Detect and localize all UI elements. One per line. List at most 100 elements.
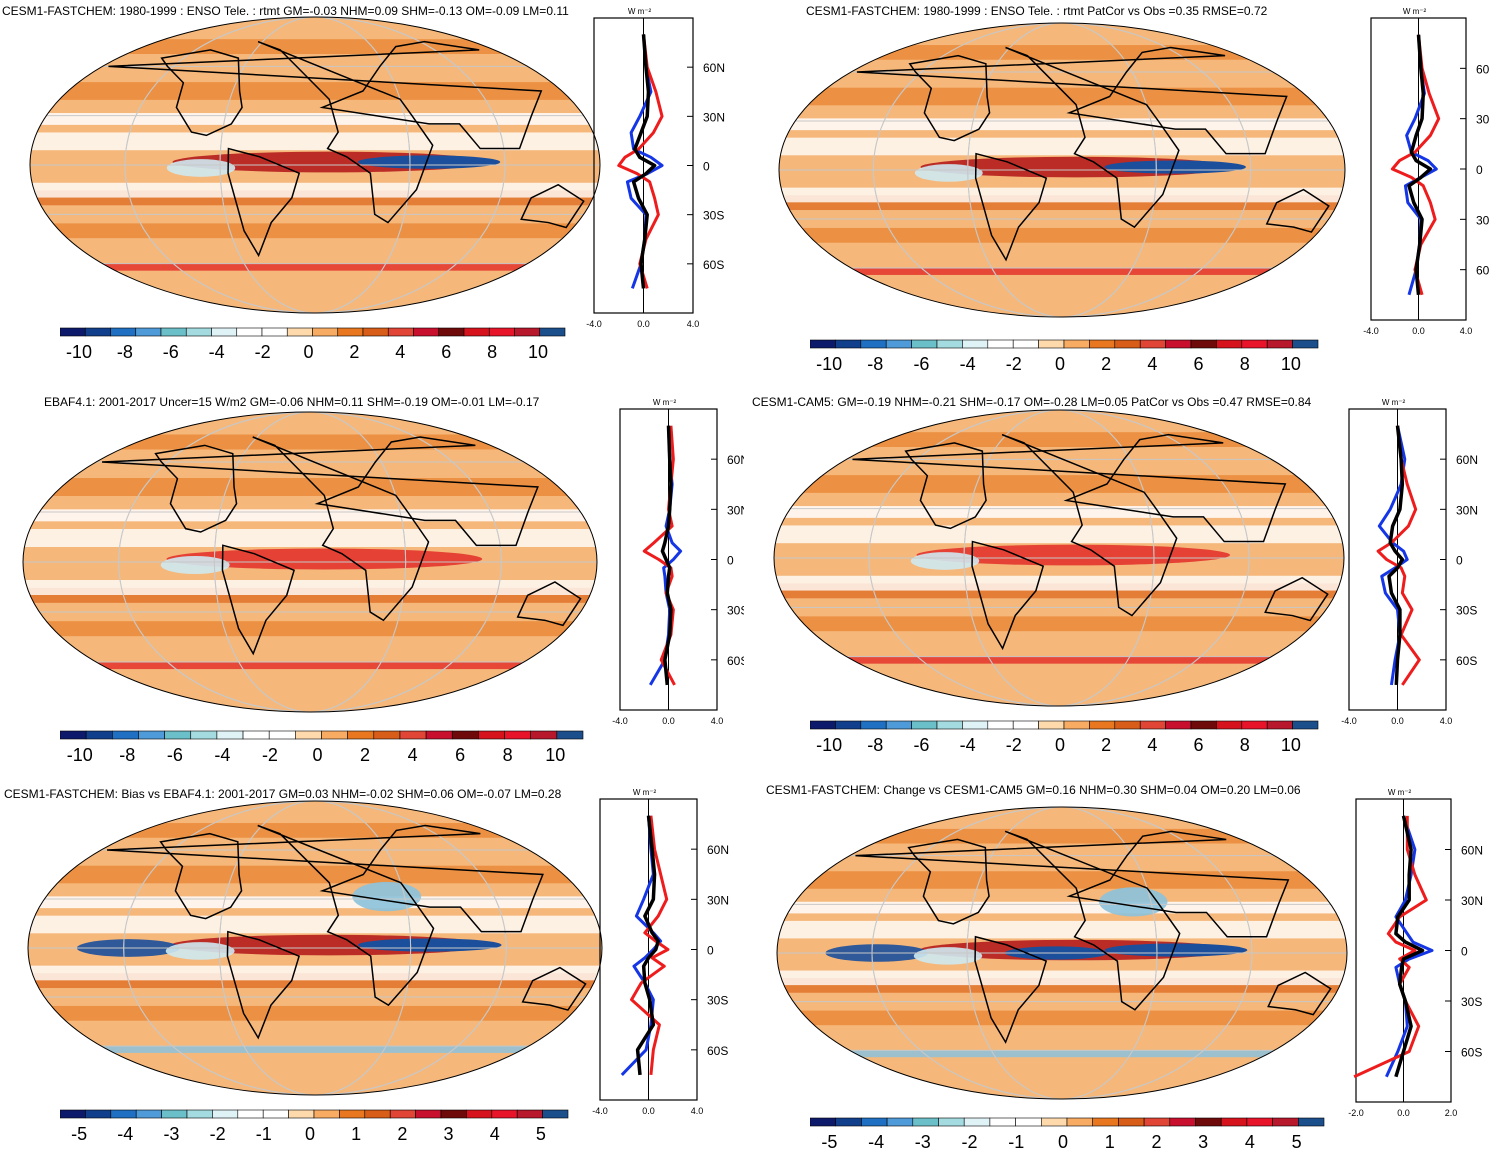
colorbar-swatch xyxy=(135,327,162,337)
panel-4-title: CESM1-CAM5: GM=-0.19 NHM=-0.21 SHM=-0.17… xyxy=(752,395,1312,409)
profile-y-tick-label: 0 xyxy=(1456,554,1463,568)
map-tongue xyxy=(166,548,483,570)
colorbar-tick-label: -2 xyxy=(1006,354,1022,374)
colorbar-swatch xyxy=(1139,720,1166,730)
profile-y-tick-label: 60N xyxy=(703,61,725,75)
colorbar-tick-label: -4 xyxy=(960,735,976,755)
panel-4-map xyxy=(773,409,1345,707)
colorbar-swatch xyxy=(488,327,515,337)
map-outline xyxy=(773,409,1345,707)
colorbar-swatch xyxy=(399,730,427,740)
colorbar-tick-label: 4 xyxy=(395,342,405,362)
map-tongue xyxy=(916,544,1230,566)
colorbar-swatch xyxy=(1216,720,1243,730)
map-coastlines xyxy=(108,40,585,258)
map-band xyxy=(23,509,597,522)
profile-y-tick-label: 0 xyxy=(1461,945,1468,959)
map-outline xyxy=(27,800,603,1096)
colorbar-swatch xyxy=(885,339,912,349)
colorbar-tick-label: -2 xyxy=(210,1124,226,1144)
colorbar-tick-label: -4 xyxy=(214,745,230,765)
colorbar-swatch xyxy=(885,720,912,730)
colorbar-swatch xyxy=(85,730,113,740)
map-continent xyxy=(1265,188,1330,233)
profile-units: W m⁻² xyxy=(1388,788,1412,797)
colorbar-tick-label: -10 xyxy=(816,354,842,374)
panel-1-title: CESM1-FASTCHEM: 1980-1999 : ENSO Tele. :… xyxy=(2,4,569,18)
colorbar-swatch xyxy=(312,327,339,337)
colorbar-swatch xyxy=(936,720,963,730)
map-continent xyxy=(226,930,300,1040)
profile-x-tick-label: 0.0 xyxy=(1391,716,1404,726)
colorbar-swatch xyxy=(415,1109,442,1119)
colorbar-swatch xyxy=(237,1109,264,1119)
map-band xyxy=(779,267,1345,275)
map-blue-patch xyxy=(914,164,983,182)
map-outline xyxy=(29,16,601,314)
map-coastlines xyxy=(106,824,587,1040)
profile-x-tick-label: 4.0 xyxy=(711,716,724,726)
colorbar-swatch xyxy=(911,339,938,349)
panel-6: CESM1-FASTCHEM: Change vs CESM1-CAM5 GM=… xyxy=(744,770,1489,1150)
map-band xyxy=(30,113,600,125)
map-band xyxy=(23,434,597,450)
map-band xyxy=(30,182,600,198)
profile-x-tick-label: -4.0 xyxy=(592,1106,608,1116)
map-continent xyxy=(852,433,1287,543)
profile-line-black xyxy=(635,815,660,1076)
colorbar-swatch xyxy=(810,720,836,730)
profile-y-tick-label: 60N xyxy=(1456,453,1478,467)
profile-line-black xyxy=(1394,815,1425,1078)
colorbar-swatch xyxy=(542,1109,569,1119)
map-band xyxy=(30,132,600,151)
colorbar-swatch xyxy=(373,730,401,740)
profile-line-black xyxy=(1387,425,1405,686)
profile-y-tick-label: 30S xyxy=(1476,213,1489,227)
map-band xyxy=(774,616,1344,632)
map-continent xyxy=(154,444,238,533)
profile-x-tick-label: -4.0 xyxy=(586,319,602,329)
colorbar-tick-label: 0 xyxy=(303,342,313,362)
colorbar-swatch xyxy=(425,730,453,740)
colorbar-swatch xyxy=(1216,339,1243,349)
map-band xyxy=(23,661,597,670)
profile-x-tick-label: -4.0 xyxy=(1341,716,1357,726)
colorbar-tick-label: -3 xyxy=(915,1132,931,1150)
map-band xyxy=(774,506,1344,518)
colorbar-swatch xyxy=(1012,720,1039,730)
map-continent xyxy=(971,540,1045,651)
colorbar-swatch xyxy=(387,327,414,337)
profile-y-tick-label: 0 xyxy=(703,160,710,174)
colorbar-tick-label: -1 xyxy=(256,1124,272,1144)
map-blue-patch xyxy=(165,942,235,960)
colorbar-tick-label: -2 xyxy=(255,342,271,362)
colorbar-swatch xyxy=(286,327,313,337)
colorbar-swatch xyxy=(186,1109,213,1119)
map-band xyxy=(774,432,1344,447)
colorbar-tick-label: 2 xyxy=(360,745,370,765)
colorbar-tick-label: -8 xyxy=(867,354,883,374)
profile-x-tick-label: 4.0 xyxy=(1460,326,1473,336)
profile-line-red xyxy=(617,34,664,289)
colorbar-swatch xyxy=(886,1117,914,1127)
panel-5: CESM1-FASTCHEM: Bias vs EBAF4.1: 2001-20… xyxy=(0,770,744,1150)
profile-line-black xyxy=(631,34,657,289)
profile-y-tick-label: 60S xyxy=(707,1044,728,1058)
colorbar-swatch xyxy=(466,1109,493,1119)
colorbar-swatch xyxy=(160,327,187,337)
profile-y-tick-label: 60S xyxy=(727,654,744,668)
map-band xyxy=(777,920,1347,939)
colorbar-swatch xyxy=(1063,339,1090,349)
panel-6-title: CESM1-FASTCHEM: Change vs CESM1-CAM5 GM=… xyxy=(766,783,1301,797)
colorbar-tick-label: 8 xyxy=(1240,735,1250,755)
map-outline xyxy=(22,411,598,713)
colorbar-swatch xyxy=(478,730,505,740)
map-band xyxy=(28,965,602,981)
map-band xyxy=(23,529,597,547)
map-continent xyxy=(1267,971,1332,1016)
colorbar-swatch xyxy=(111,730,139,740)
map-continent xyxy=(974,935,1048,1044)
map-band xyxy=(28,1045,602,1053)
colorbar-swatch xyxy=(212,1109,239,1119)
profile-x-tick-label: 0.0 xyxy=(662,716,675,726)
